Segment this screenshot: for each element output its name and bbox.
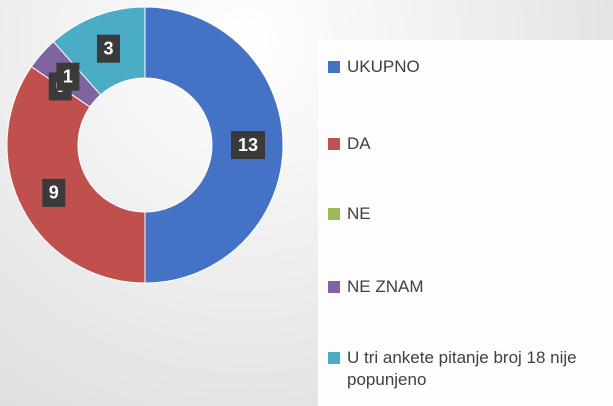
donut-slice (144, 6, 284, 284)
legend-swatch (328, 208, 340, 220)
data-label: 9 (42, 178, 66, 207)
legend-label: NE (347, 204, 371, 223)
legend-label: DA (347, 134, 371, 153)
legend: UKUPNO DA NE NE ZNAM U tri ankete pitanje br… (318, 40, 613, 406)
legend-item: DA (328, 133, 613, 155)
data-label: 13 (231, 131, 265, 159)
legend-item: NE (328, 203, 613, 225)
data-label-box (96, 34, 120, 63)
legend-label: U tri ankete pitanje broj 18 nije popunj… (347, 348, 577, 389)
legend-label: NE ZNAM (347, 277, 424, 296)
legend-swatch (328, 61, 340, 73)
data-label: 3 (96, 34, 120, 63)
data-label-text: 13 (238, 135, 258, 155)
data-label-text: 9 (49, 183, 59, 203)
data-label-box (56, 62, 80, 91)
data-label-text: 3 (103, 38, 113, 58)
legend-item: U tri ankete pitanje broj 18 nije popunj… (328, 347, 613, 391)
data-label-text: 1 (63, 66, 73, 86)
legend-item: NE ZNAM (328, 276, 613, 298)
legend-swatch (328, 281, 340, 293)
data-label: 1 (56, 62, 80, 91)
legend-item: UKUPNO (328, 56, 613, 78)
donut-slice (6, 65, 146, 284)
legend-label: UKUPNO (347, 57, 420, 76)
data-label-box (42, 178, 66, 207)
legend-swatch (328, 352, 340, 364)
legend-swatch (328, 138, 340, 150)
data-label-box (231, 131, 265, 159)
